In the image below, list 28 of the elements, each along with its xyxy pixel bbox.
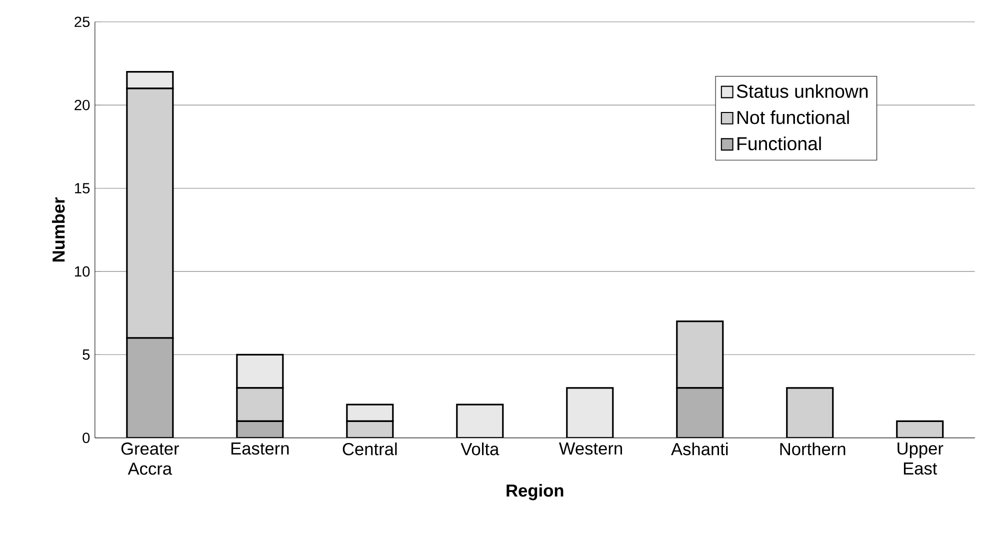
bar bbox=[456, 404, 504, 438]
y-tick-label: 15 bbox=[75, 183, 90, 194]
x-axis-title: Region bbox=[506, 484, 564, 500]
bar bbox=[126, 88, 174, 339]
bar bbox=[786, 387, 834, 438]
x-tick-label: Upper East bbox=[898, 442, 944, 475]
legend-label: Functional bbox=[738, 136, 821, 150]
x-tick-label: Eastern bbox=[231, 442, 289, 455]
y-tick-label: 25 bbox=[74, 16, 90, 28]
x-tick-label: Central bbox=[342, 442, 397, 456]
bar bbox=[676, 387, 724, 438]
y-tick-label: 0 bbox=[82, 432, 90, 444]
bar bbox=[566, 387, 614, 438]
bar bbox=[126, 337, 174, 438]
x-tick-label: Western bbox=[558, 442, 622, 455]
x-tick-label: Volta bbox=[460, 442, 500, 456]
bar bbox=[236, 387, 284, 422]
legend-label: Status unknown bbox=[736, 84, 868, 98]
x-tick-label: Northern bbox=[780, 442, 846, 456]
legend-label: Not functional bbox=[738, 110, 849, 124]
x-tick-label: Ashanti bbox=[671, 442, 728, 456]
y-axis-title: Number bbox=[52, 197, 65, 262]
y-tick-label: 5 bbox=[82, 350, 90, 360]
y-tick-label: 20 bbox=[74, 100, 90, 110]
bar bbox=[676, 320, 724, 389]
bar bbox=[236, 354, 284, 389]
x-tick-label: Greater Accra bbox=[121, 442, 180, 475]
y-tick-label: 10 bbox=[75, 266, 90, 277]
